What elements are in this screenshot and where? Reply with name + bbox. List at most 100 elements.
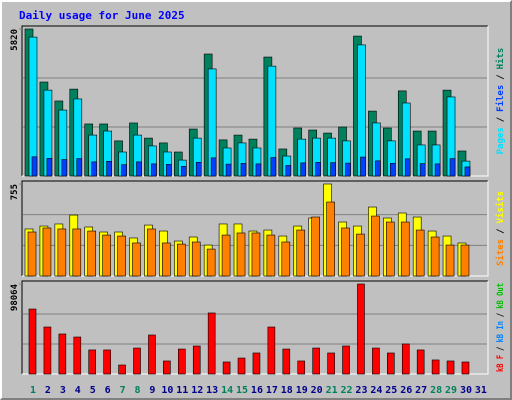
bar (282, 348, 291, 375)
bar (91, 161, 98, 177)
bar (88, 349, 97, 375)
bar (166, 164, 172, 177)
panel-bevel (21, 280, 488, 374)
x-tick-label: 23 (355, 385, 367, 396)
bar (416, 349, 425, 375)
y-tick-label: 755 (10, 184, 20, 200)
bar (252, 352, 261, 375)
bar (419, 163, 426, 177)
bar (27, 231, 37, 277)
bar (57, 228, 67, 277)
bar (148, 334, 156, 375)
x-tick-label: 30 (460, 385, 472, 396)
x-tick-label: 19 (296, 385, 308, 396)
legend-separator: / (496, 229, 506, 234)
bar (371, 215, 380, 277)
x-tick-label: 12 (191, 385, 203, 396)
legend: Sites / Visits (495, 191, 506, 266)
x-tick-label: 31 (475, 385, 487, 396)
bar (162, 242, 171, 277)
bar (240, 163, 247, 177)
bar (386, 221, 395, 277)
bar (400, 221, 410, 277)
x-tick-label: 17 (266, 385, 278, 396)
x-tick-label: 7 (120, 385, 126, 396)
bar (375, 160, 381, 177)
x-tick-label: 28 (430, 385, 442, 396)
bar (357, 44, 366, 177)
bar (281, 241, 291, 277)
bar (461, 361, 470, 375)
x-tick-label: 10 (161, 385, 173, 396)
bar (270, 157, 277, 177)
legend-separator: / (496, 313, 506, 317)
bar (106, 161, 112, 177)
legend: kB F / kB In / kB Out (496, 283, 506, 372)
x-tick-label: 8 (134, 385, 140, 396)
bar (225, 163, 232, 177)
bar (266, 234, 276, 277)
bar (390, 163, 396, 177)
bar (345, 162, 351, 177)
x-tick-label: 11 (176, 385, 188, 396)
bar (163, 360, 171, 375)
bar (236, 232, 246, 277)
y-tick-label: 5820 (10, 29, 20, 51)
bar (267, 326, 276, 375)
bar (372, 347, 380, 375)
bar (191, 241, 201, 277)
bar (445, 244, 455, 277)
bar (181, 166, 187, 177)
bar (296, 229, 306, 277)
bar (42, 227, 52, 277)
legend-separator: / (496, 117, 506, 122)
bar (31, 156, 38, 177)
legend-entry: Sites (495, 239, 506, 266)
bar (147, 228, 156, 277)
bar (102, 234, 111, 277)
bar (341, 227, 350, 277)
bar (73, 336, 82, 375)
bar (285, 165, 292, 177)
bar (434, 163, 441, 177)
bar (28, 36, 38, 177)
bar (431, 359, 440, 375)
bar (311, 216, 320, 277)
bar (133, 347, 141, 375)
bar (357, 283, 365, 375)
bar (118, 364, 126, 375)
bar (58, 333, 67, 375)
legend: Pages / Files / Hits (495, 48, 506, 155)
legend-entry: Hits (495, 48, 506, 70)
bar (446, 360, 455, 375)
bar (195, 162, 202, 177)
bar (251, 232, 261, 277)
bar (46, 158, 53, 177)
bar (300, 162, 307, 177)
x-tick-label: 24 (370, 385, 382, 396)
x-tick-label: 9 (149, 385, 155, 396)
bar (117, 235, 126, 277)
bar (43, 326, 52, 375)
x-tick-label: 2 (45, 385, 51, 396)
bar (401, 343, 410, 375)
legend-entry: Files (495, 85, 506, 112)
bar (210, 157, 217, 177)
legend-entry: Visits (495, 191, 506, 224)
x-tick-label: 15 (236, 385, 248, 396)
legend-separator: / (496, 347, 506, 351)
panel-bevel (21, 25, 488, 176)
bar (87, 230, 97, 277)
bar (222, 361, 231, 375)
legend-separator: / (496, 74, 506, 79)
legend-entry: Pages (496, 127, 506, 154)
bar (297, 360, 306, 375)
bar (449, 158, 456, 177)
x-tick-label: 4 (75, 385, 81, 396)
bar (151, 163, 157, 177)
bar (132, 242, 141, 277)
bar (237, 357, 246, 375)
